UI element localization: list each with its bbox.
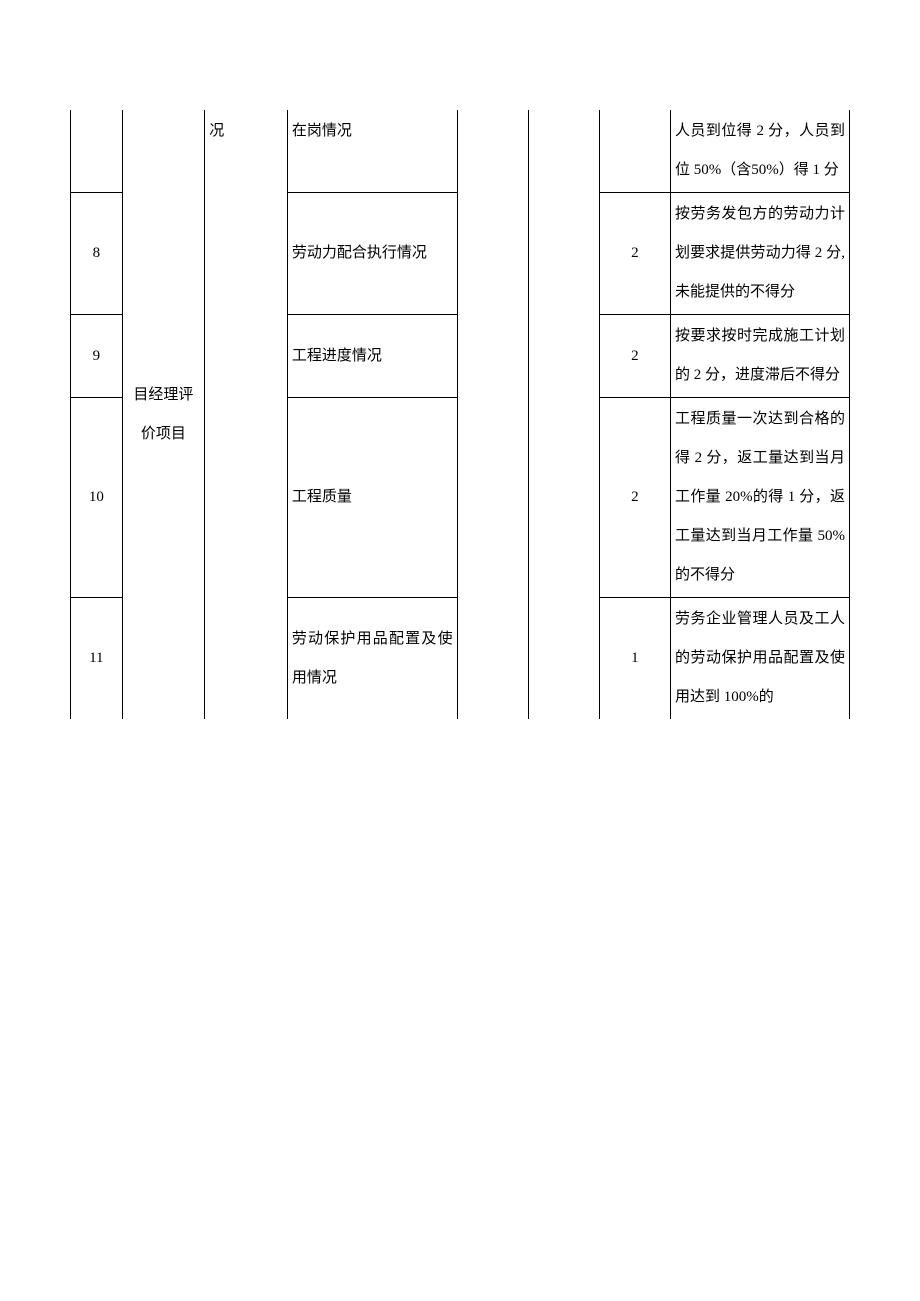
cell-desc: 按劳务发包方的劳动力计划要求提供劳动力得 2 分,未能提供的不得分 [670,193,849,315]
cell-subcategory: 况 [205,110,288,719]
cell-desc: 劳务企业管理人员及工人的劳动保护用品配置及使用达到 100%的 [670,598,849,720]
cell-num [71,110,123,193]
cell-score: 1 [599,598,670,720]
cell-desc: 按要求按时完成施工计划的 2 分，进度滞后不得分 [670,315,849,398]
cell-item: 劳动力配合执行情况 [287,193,457,315]
cell-desc: 人员到位得 2 分，人员到位 50%（含50%）得 1 分 [670,110,849,193]
cell-item: 工程进度情况 [287,315,457,398]
cell-score: 2 [599,315,670,398]
cell-item: 工程质量 [287,398,457,598]
cell-score: 2 [599,398,670,598]
cell-num: 8 [71,193,123,315]
cell-num: 10 [71,398,123,598]
cell-item: 劳动保护用品配置及使用情况 [287,598,457,720]
cell-category: 目经理评价项目 [122,110,205,719]
cell-num: 11 [71,598,123,720]
cell-score [599,110,670,193]
evaluation-table: 目经理评价项目 况 在岗情况 人员到位得 2 分，人员到位 50%（含50%）得… [70,110,850,719]
table-row: 目经理评价项目 况 在岗情况 人员到位得 2 分，人员到位 50%（含50%）得… [71,110,850,193]
cell-blank1 [457,110,528,719]
cell-num: 9 [71,315,123,398]
cell-item: 在岗情况 [287,110,457,193]
cell-blank2 [528,110,599,719]
cell-desc: 工程质量一次达到合格的得 2 分，返工量达到当月工作量 20%的得 1 分，返工… [670,398,849,598]
cell-score: 2 [599,193,670,315]
